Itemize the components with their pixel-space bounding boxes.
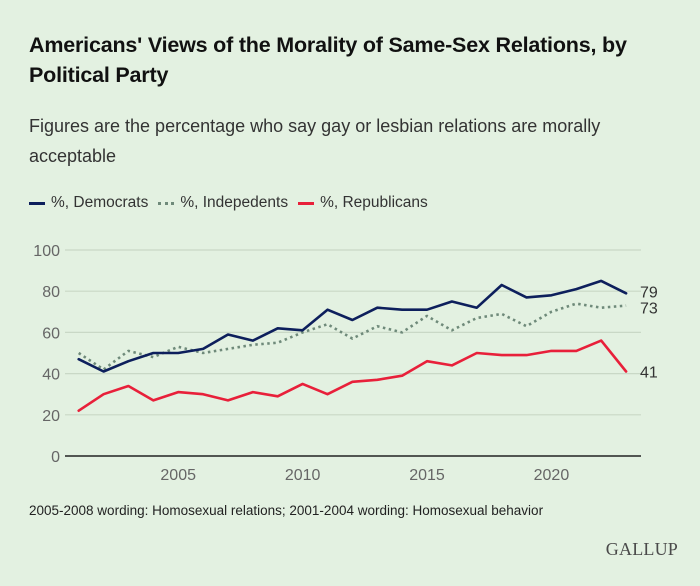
y-tick-label-100: 100 [33,243,60,260]
y-tick-label-80: 80 [42,284,60,301]
legend-label-democrats: %, Democrats [51,194,149,211]
y-tick-label-20: 20 [42,408,60,425]
x-tick-label-2020: 2020 [534,467,570,484]
legend-label-independents: %, Indepedents [180,194,289,211]
legend-item-democrats: %, Democrats [29,194,148,212]
end-label-republicans: 41 [640,365,658,382]
x-tick-label-2005: 2005 [160,467,196,484]
y-tick-label-60: 60 [42,325,60,342]
series-line-democrats [77,279,628,373]
y-tick-label-40: 40 [42,367,60,384]
gallup-logo: GALLUP [605,539,678,559]
x-tick-label-2010: 2010 [285,467,321,484]
legend-label-republicans: %, Republicans [320,194,428,211]
legend-item-independents: %, Indepedents [158,194,288,212]
legend-item-republicans: %, Republicans [298,194,428,212]
series-line-republicans [77,339,628,413]
y-tick-label-0: 0 [51,449,60,466]
legend-swatch-republicans [298,201,315,205]
end-label-indepedents: 73 [640,301,658,318]
legend: %, Democrats %, Indepedents %, Republica… [29,194,438,212]
series-line-indepedents [77,302,627,371]
chart-title: Americans' Views of the Morality of Same… [29,33,627,87]
x-tick-label-2015: 2015 [409,467,445,484]
chart-subtitle: Figures are the percentage who say gay o… [29,116,601,166]
end-label-democrats: 79 [640,284,658,301]
footnote: 2005-2008 wording: Homosexual relations;… [29,503,544,518]
legend-swatch-democrats [29,201,45,205]
legend-swatch-independents [158,201,175,205]
